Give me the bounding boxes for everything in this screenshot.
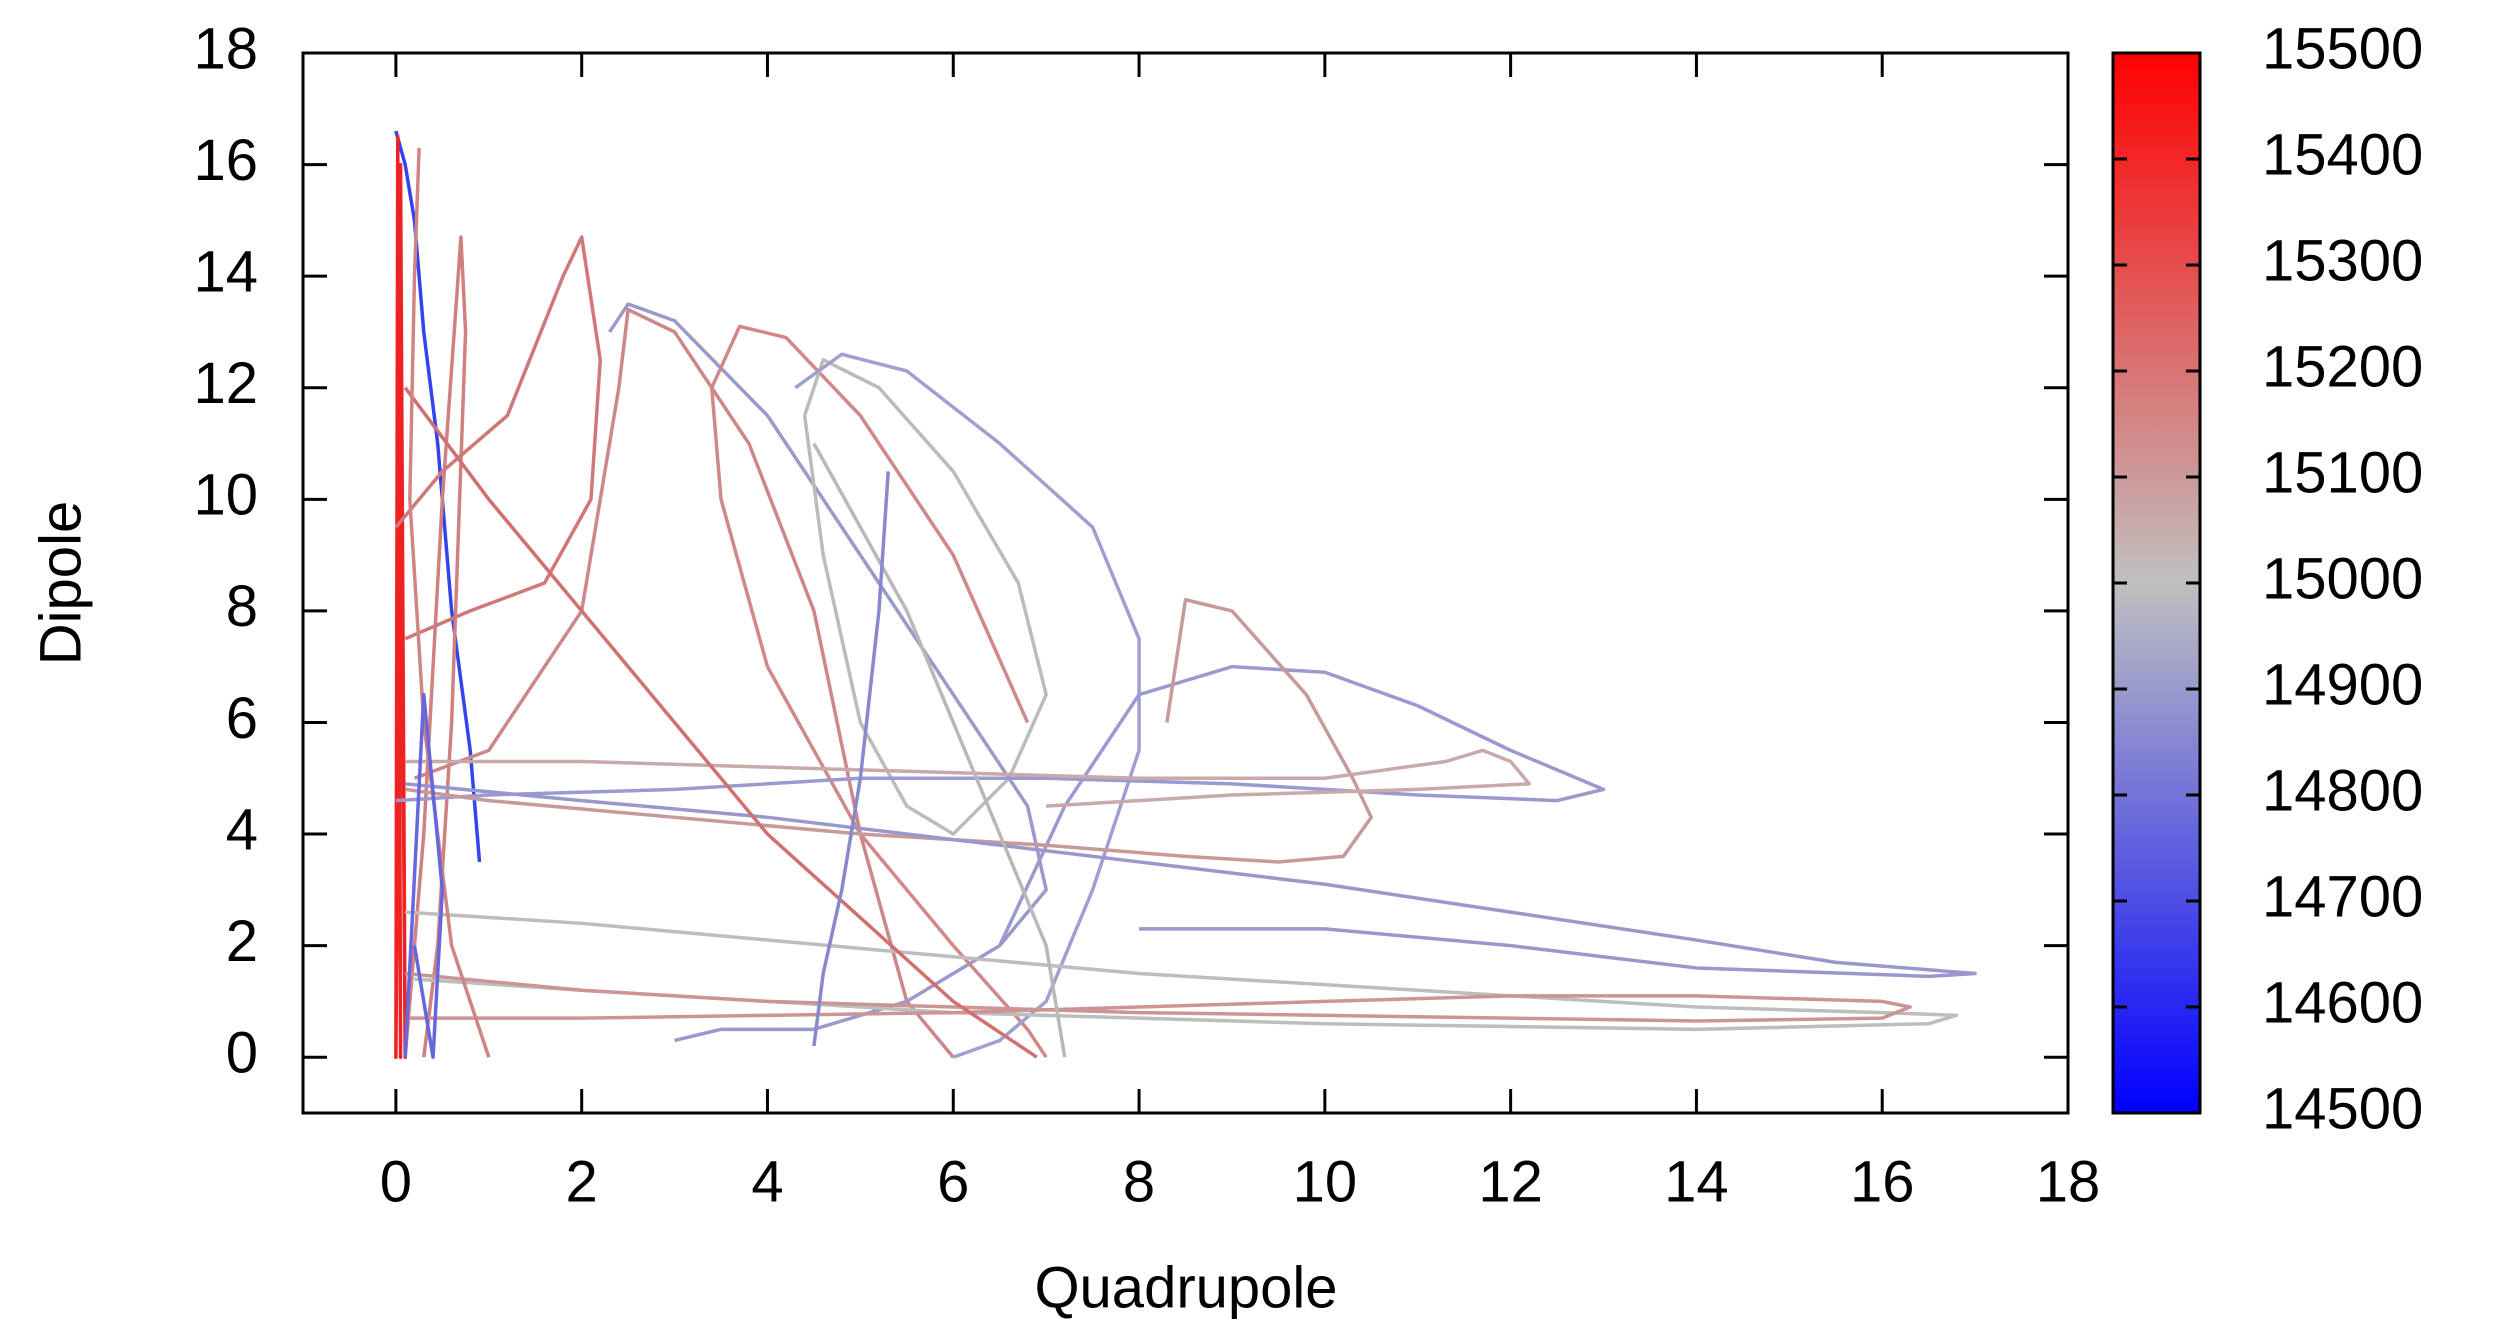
x-tick-label: 16	[1850, 1149, 1915, 1214]
colorbar-tick-label: 15500	[2262, 16, 2423, 81]
y-tick-label: 10	[193, 463, 258, 528]
y-tick-label: 14	[193, 239, 258, 304]
trajectory-line	[395, 664, 1606, 947]
colorbar-tick-label: 14900	[2262, 652, 2423, 717]
trajectory-line	[794, 352, 1141, 1059]
x-axis-label: Quadrupole	[1034, 1255, 1337, 1319]
trajectory-line	[405, 971, 1912, 1023]
x-tick-label: 4	[751, 1149, 783, 1214]
trajectory-line	[404, 597, 1374, 864]
colorbar-tick-label: 15400	[2262, 122, 2423, 187]
y-tick-label: 0	[226, 1021, 258, 1086]
colorbar-tick-label: 15300	[2262, 228, 2423, 293]
colorbar-tick-label: 14700	[2262, 864, 2423, 929]
colorbar-tick-label: 14800	[2262, 758, 2423, 823]
y-tick-label: 18	[193, 16, 258, 81]
trajectory-line	[394, 134, 407, 1059]
y-tick-label: 8	[226, 574, 258, 639]
trajectory-line	[394, 130, 482, 863]
x-tick-label: 0	[380, 1149, 412, 1214]
y-tick-label: 12	[193, 351, 258, 416]
colorbar-tick-label: 15100	[2262, 440, 2423, 505]
x-tick-label: 2	[566, 1149, 598, 1214]
trajectory-line	[608, 302, 1048, 1043]
trajectory-line	[812, 442, 1067, 1058]
plot-frame	[301, 51, 2070, 1115]
x-tick-label: 14	[1664, 1149, 1729, 1214]
trajectory-line	[403, 692, 445, 1059]
y-tick-label: 2	[226, 909, 258, 974]
colorbar-tick-label: 15000	[2262, 546, 2423, 611]
trajectory-line	[405, 782, 1977, 979]
x-tick-label: 12	[1478, 1149, 1543, 1214]
trajectory-line	[408, 147, 491, 1058]
y-tick-label: 16	[193, 128, 258, 193]
x-tick-label: 6	[937, 1149, 969, 1214]
y-axis-label: Dipole	[28, 501, 93, 665]
colorbar-tick-label: 14600	[2262, 970, 2423, 1035]
x-tick-label: 8	[1123, 1149, 1155, 1214]
colorbar-tick-label: 14500	[2262, 1076, 2423, 1141]
trajectory-line	[405, 748, 1531, 808]
x-tick-label: 18	[2036, 1149, 2101, 1214]
trajectory-line	[812, 471, 890, 1047]
y-tick-label: 4	[226, 797, 258, 862]
x-tick-label: 10	[1293, 1149, 1358, 1214]
trajectory-line	[403, 386, 1038, 1059]
plot-lines	[394, 130, 1977, 1059]
y-tick-label: 6	[226, 686, 258, 751]
colorbar-tick-label: 15200	[2262, 334, 2423, 399]
trajectory-line	[413, 307, 955, 1059]
trajectory-line	[394, 235, 603, 641]
trajectory-line	[802, 358, 1048, 836]
